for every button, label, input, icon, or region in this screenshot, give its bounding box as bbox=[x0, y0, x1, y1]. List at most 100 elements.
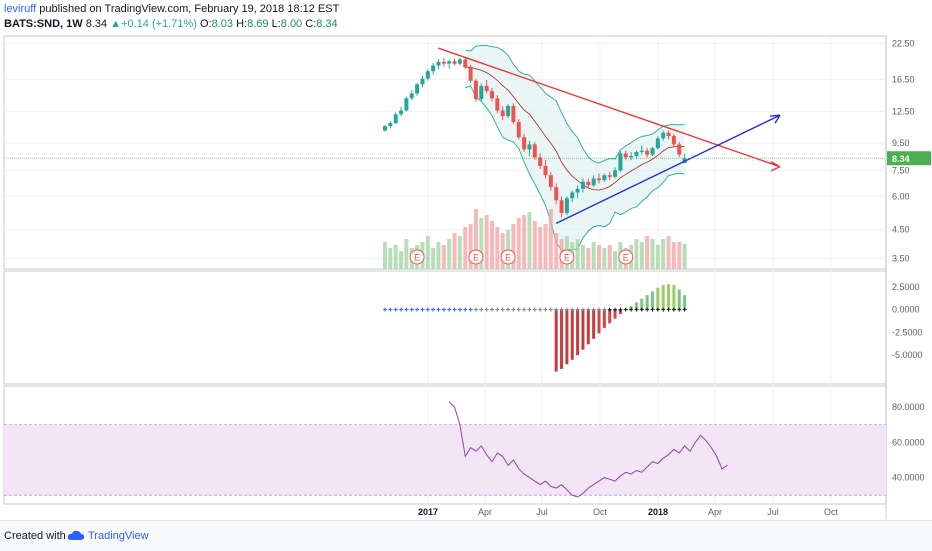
rsi-tick-label: 80.0000 bbox=[892, 402, 925, 412]
squeeze-dot bbox=[607, 307, 612, 312]
volume-bar bbox=[575, 239, 580, 269]
candle-body bbox=[602, 175, 607, 181]
blue-arrowhead bbox=[769, 114, 781, 124]
volume-bar bbox=[591, 242, 596, 269]
momentum-bar bbox=[597, 309, 601, 334]
squeeze-dot bbox=[586, 307, 591, 312]
volume-bar bbox=[548, 209, 553, 269]
volume-bar bbox=[543, 224, 548, 269]
squeeze-dot bbox=[629, 307, 634, 312]
candle-body bbox=[436, 61, 441, 66]
squeeze-dot bbox=[554, 307, 559, 312]
candle-body bbox=[570, 192, 575, 199]
price-tick-label: 16.50 bbox=[892, 74, 915, 84]
bollinger-band bbox=[465, 45, 685, 251]
candle-body bbox=[388, 123, 393, 127]
candle-body bbox=[420, 78, 425, 85]
squeeze-dot bbox=[634, 307, 639, 312]
candle-body bbox=[431, 65, 436, 72]
squeeze-dot bbox=[602, 307, 607, 312]
candle-body bbox=[548, 175, 553, 188]
publish-text: published on TradingView.com, February 1… bbox=[39, 3, 340, 15]
volume-bar bbox=[666, 236, 671, 269]
red-arrowhead bbox=[770, 161, 781, 172]
candle-body bbox=[677, 144, 682, 155]
volume-bar bbox=[436, 242, 441, 269]
squeeze-dot bbox=[425, 307, 430, 312]
squeeze-dot bbox=[500, 307, 505, 312]
panel-frame bbox=[3, 35, 887, 270]
candle-body bbox=[661, 132, 666, 139]
ohlc-legend: BATS:SND, 1W 8.34 ▲+0.14 (+1.71%) O:8.03… bbox=[4, 18, 338, 30]
volume-bar bbox=[671, 242, 676, 269]
squeeze-dot bbox=[463, 307, 468, 312]
squeeze-dot bbox=[645, 307, 650, 312]
candle-body bbox=[452, 61, 457, 64]
time-tick-label: Jul bbox=[536, 507, 548, 517]
earnings-marker bbox=[409, 249, 425, 265]
squeeze-dot bbox=[409, 307, 414, 312]
candle-body bbox=[586, 181, 591, 186]
low-label: L: bbox=[271, 18, 281, 30]
squeeze-dot bbox=[543, 307, 548, 312]
rsi-line bbox=[448, 401, 728, 498]
momentum-bar bbox=[570, 309, 574, 360]
momentum-bar bbox=[618, 309, 622, 315]
squeeze-dot bbox=[650, 307, 655, 312]
created-with-label: Created with bbox=[4, 530, 66, 542]
candle-body bbox=[559, 200, 564, 213]
squeeze-dot bbox=[666, 307, 671, 312]
candle-body bbox=[527, 144, 532, 150]
candle-body bbox=[575, 188, 580, 193]
candle-body bbox=[591, 178, 596, 186]
candle-body bbox=[532, 144, 537, 158]
momentum-bar bbox=[651, 291, 654, 310]
last-price-badge-label: 8.34 bbox=[892, 154, 910, 164]
candle-body bbox=[639, 150, 644, 153]
last-price: 8.34 bbox=[85, 18, 108, 30]
volume-bar bbox=[655, 245, 660, 269]
momentum-tick-label: -5.0000 bbox=[892, 350, 923, 360]
close-value: 8.34 bbox=[316, 18, 338, 30]
candle-body bbox=[554, 187, 559, 201]
candle-body bbox=[618, 153, 623, 171]
earnings-marker-label: E bbox=[473, 253, 479, 263]
momentum-bar bbox=[586, 309, 590, 345]
high-value: 8.69 bbox=[247, 18, 269, 30]
bollinger-middle-line bbox=[465, 66, 685, 191]
volume-bar bbox=[580, 245, 585, 269]
momentum-bar bbox=[634, 302, 638, 310]
squeeze-dot bbox=[575, 307, 580, 312]
squeeze-dot bbox=[677, 307, 682, 312]
trend-lines[interactable] bbox=[438, 47, 781, 224]
candle-body bbox=[473, 80, 478, 100]
volume-bar bbox=[495, 227, 500, 269]
volume-bar bbox=[383, 242, 387, 269]
squeeze-dot bbox=[441, 307, 446, 312]
squeeze-dot bbox=[468, 307, 473, 312]
momentum-bar bbox=[565, 309, 569, 365]
author-link[interactable]: leviruff bbox=[4, 3, 37, 15]
volume-bar bbox=[607, 245, 612, 269]
volume-bar bbox=[554, 233, 559, 269]
volume-bar bbox=[500, 233, 505, 269]
volume-bar bbox=[468, 224, 473, 269]
rsi-panel bbox=[4, 401, 886, 498]
candle-body bbox=[580, 181, 585, 189]
candle-body bbox=[415, 84, 420, 94]
volume-bar bbox=[602, 248, 607, 269]
momentum-tick-label: -2.5000 bbox=[892, 327, 923, 337]
candle-body bbox=[409, 93, 414, 99]
price-change: +0.14 (+1.71%) bbox=[121, 18, 197, 30]
earnings-marker-label: E bbox=[564, 253, 570, 263]
squeeze-dot bbox=[564, 307, 569, 312]
candle-body bbox=[655, 138, 660, 149]
momentum-bar bbox=[661, 285, 665, 310]
tradingview-brand[interactable]: TradingView bbox=[88, 530, 149, 542]
squeeze-dot bbox=[623, 307, 628, 312]
chart-canvas[interactable]: E E E E E 22.50 16.50 12.50 9.50 7.50 6.00 4.50 3.5… bbox=[0, 0, 932, 520]
volume-bar bbox=[516, 218, 521, 269]
candle-body bbox=[399, 110, 404, 115]
volume-bar bbox=[538, 227, 543, 269]
